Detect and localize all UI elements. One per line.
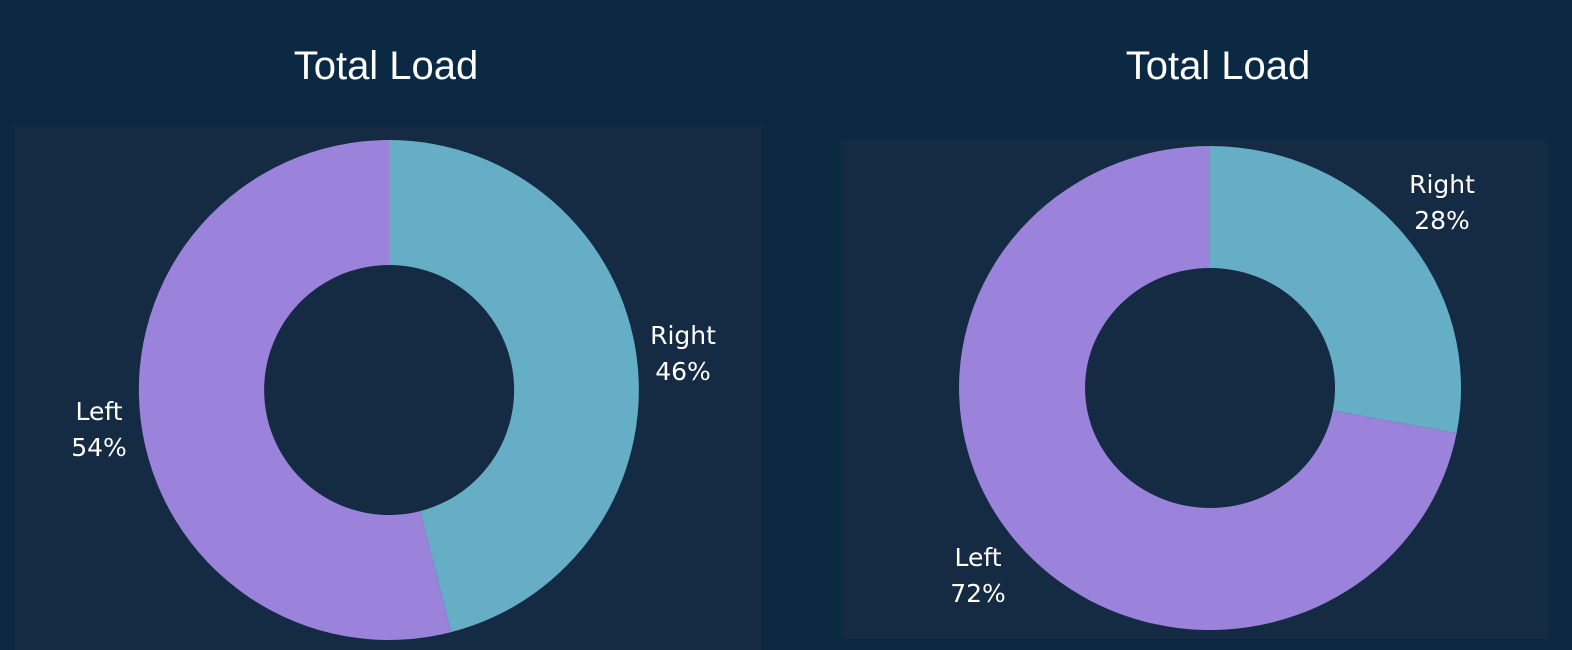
slice-left-left-chart[interactable]	[138, 139, 452, 640]
label-left-name: Left	[75, 397, 123, 426]
label-right-name: Right	[650, 321, 716, 350]
slice-left-right-chart[interactable]	[959, 146, 1457, 630]
donut-left	[138, 139, 639, 640]
label-left-left-chart: Left 54%	[39, 394, 159, 466]
label-right-value: 28%	[1414, 206, 1470, 235]
donut-right	[959, 146, 1462, 630]
label-right-right-chart: Right 28%	[1382, 167, 1502, 239]
chart-title-right: Total Load	[1125, 44, 1311, 88]
label-left-right-chart: Left 72%	[918, 540, 1038, 612]
slice-right-right-chart[interactable]	[1210, 146, 1462, 434]
label-right-name: Right	[1409, 170, 1475, 199]
label-left-name: Left	[954, 543, 1002, 572]
label-left-value: 72%	[950, 579, 1006, 608]
label-left-value: 54%	[71, 433, 127, 462]
slice-right-left-chart[interactable]	[389, 140, 639, 633]
label-right-left-chart: Right 46%	[623, 318, 743, 390]
chart-title-left: Total Load	[293, 44, 479, 88]
label-right-value: 46%	[655, 357, 711, 386]
